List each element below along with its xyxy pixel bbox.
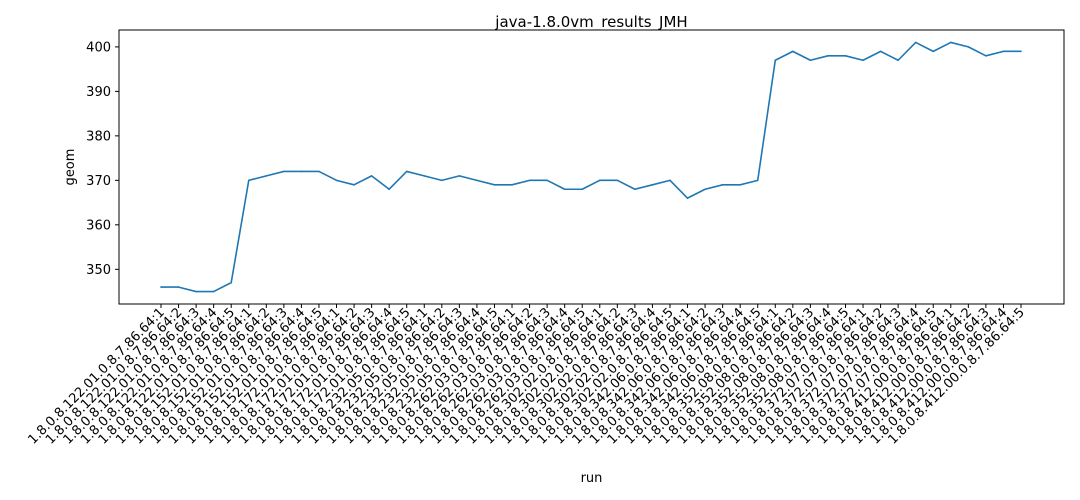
data-point — [493, 183, 496, 186]
data-point — [985, 54, 987, 57]
y-axis-label: geom — [63, 149, 78, 186]
series-line — [161, 41, 1021, 293]
data-point — [581, 188, 584, 191]
x-axis-label: run — [581, 471, 603, 486]
data-point — [212, 290, 215, 293]
data-point — [265, 175, 268, 177]
data-point — [476, 179, 478, 182]
data-point — [423, 175, 426, 177]
data-point — [388, 188, 390, 191]
data-point — [160, 286, 162, 288]
data-point — [598, 179, 601, 182]
data-point — [283, 170, 285, 173]
data-point — [932, 50, 935, 53]
chart-title: java-1.8.0vm_results_JMH — [494, 13, 687, 32]
data-point — [528, 179, 531, 182]
data-point — [1020, 50, 1022, 53]
data-point — [949, 41, 952, 44]
data-point — [300, 170, 303, 173]
data-point — [686, 197, 689, 199]
data-point — [616, 179, 619, 182]
data-point — [651, 183, 654, 186]
data-point — [563, 188, 566, 191]
y-tick-label: 350 — [86, 263, 111, 278]
data-point — [704, 188, 706, 191]
y-tick-label: 400 — [86, 40, 111, 55]
data-point — [634, 188, 636, 191]
data-point — [177, 286, 180, 288]
data-point — [897, 59, 899, 62]
data-point — [879, 50, 882, 53]
data-point — [546, 179, 548, 182]
data-point — [844, 54, 847, 57]
data-point — [809, 59, 812, 62]
y-tick-label: 370 — [86, 174, 111, 189]
data-point — [370, 175, 373, 177]
data-point — [353, 183, 355, 186]
data-point — [458, 175, 461, 177]
data-point — [669, 179, 671, 182]
data-point — [441, 179, 443, 182]
axes-frame — [118, 29, 1065, 305]
data-point — [335, 179, 338, 182]
data-point — [247, 179, 250, 182]
data-point — [967, 46, 970, 48]
data-point — [230, 281, 233, 284]
data-point — [511, 183, 513, 186]
data-point — [792, 50, 794, 53]
data-point — [756, 179, 759, 182]
data-point — [721, 183, 724, 186]
y-tick-label: 390 — [86, 85, 111, 100]
data-point — [739, 183, 741, 186]
data-point — [914, 41, 917, 44]
plot-area: 3503603703803904001.8.0.8.122.01.0.8.7.8… — [25, 40, 1027, 447]
y-tick-label: 360 — [86, 218, 111, 233]
data-point — [195, 290, 197, 293]
data-point — [1002, 50, 1005, 53]
data-point — [862, 59, 864, 62]
y-tick-label: 380 — [86, 129, 111, 144]
data-point — [774, 59, 777, 62]
data-point — [405, 170, 408, 173]
data-point — [827, 54, 829, 57]
data-point — [318, 170, 320, 173]
